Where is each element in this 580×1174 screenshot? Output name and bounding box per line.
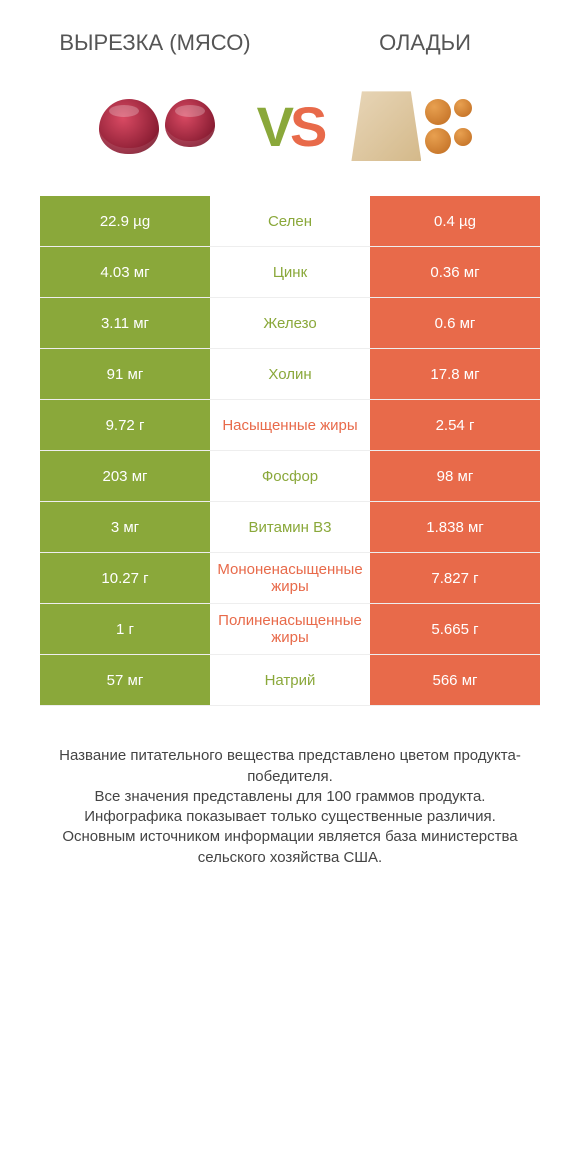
right-value: 2.54 г	[370, 400, 540, 450]
footnote-line: Основным источником информации является …	[30, 827, 550, 868]
left-value: 4.03 мг	[40, 247, 210, 297]
right-value: 98 мг	[370, 451, 540, 501]
right-value: 0.4 µg	[370, 196, 540, 246]
right-value: 1.838 мг	[370, 502, 540, 552]
left-value: 57 мг	[40, 655, 210, 705]
table-row: 91 мгХолин17.8 мг	[40, 349, 540, 400]
left-product-title: Вырезка (мясо)	[34, 30, 277, 56]
vs-row: VS	[0, 76, 580, 196]
table-row: 4.03 мгЦинк0.36 мг	[40, 247, 540, 298]
left-food-image	[77, 86, 237, 166]
nutrient-label: Насыщенные жиры	[210, 400, 370, 450]
footnote-line: Инфографика показывает только существенн…	[30, 807, 550, 827]
left-value: 3 мг	[40, 502, 210, 552]
right-value: 0.6 мг	[370, 298, 540, 348]
table-row: 3.11 мгЖелезо0.6 мг	[40, 298, 540, 349]
footnote: Название питательного вещества представл…	[0, 706, 580, 888]
right-value: 5.665 г	[370, 604, 540, 654]
left-value: 3.11 мг	[40, 298, 210, 348]
left-value: 91 мг	[40, 349, 210, 399]
right-food-image	[343, 86, 503, 166]
table-row: 1 гПолиненасыщенные жиры5.665 г	[40, 604, 540, 655]
left-value: 10.27 г	[40, 553, 210, 603]
steak-icon	[99, 99, 215, 154]
footnote-line: Название питательного вещества представл…	[30, 746, 550, 787]
nutrient-label: Селен	[210, 196, 370, 246]
left-value: 22.9 µg	[40, 196, 210, 246]
nutrient-label: Полиненасыщенные жиры	[210, 604, 370, 654]
right-value: 0.36 мг	[370, 247, 540, 297]
table-row: 203 мгФосфор98 мг	[40, 451, 540, 502]
vs-label: VS	[257, 94, 324, 159]
left-value: 203 мг	[40, 451, 210, 501]
right-product-title: Оладьи	[304, 30, 547, 56]
nutrient-label: Фосфор	[210, 451, 370, 501]
table-row: 57 мгНатрий566 мг	[40, 655, 540, 706]
left-value: 9.72 г	[40, 400, 210, 450]
comparison-table: 22.9 µgСелен0.4 µg4.03 мгЦинк0.36 мг3.11…	[40, 196, 540, 706]
table-row: 10.27 гМононенасыщенные жиры7.827 г	[40, 553, 540, 604]
nutrient-label: Натрий	[210, 655, 370, 705]
table-row: 22.9 µgСелен0.4 µg	[40, 196, 540, 247]
nutrient-label: Цинк	[210, 247, 370, 297]
nutrient-label: Витамин B3	[210, 502, 370, 552]
right-value: 7.827 г	[370, 553, 540, 603]
header: Вырезка (мясо) Оладьи	[0, 0, 580, 76]
nutrient-label: Холин	[210, 349, 370, 399]
pancakes-icon	[351, 91, 495, 161]
footnote-line: Все значения представлены для 100 граммо…	[30, 787, 550, 807]
table-row: 9.72 гНасыщенные жиры2.54 г	[40, 400, 540, 451]
left-value: 1 г	[40, 604, 210, 654]
right-value: 17.8 мг	[370, 349, 540, 399]
nutrient-label: Железо	[210, 298, 370, 348]
nutrient-label: Мононенасыщенные жиры	[210, 553, 370, 603]
table-row: 3 мгВитамин B31.838 мг	[40, 502, 540, 553]
right-value: 566 мг	[370, 655, 540, 705]
